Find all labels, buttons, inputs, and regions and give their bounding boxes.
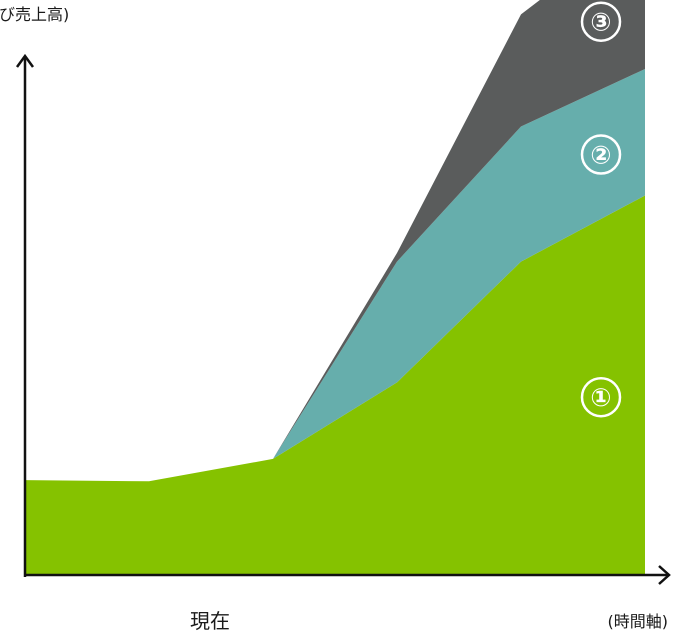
series-area-2 xyxy=(25,69,645,482)
series-markers: ① ② ③ xyxy=(580,1,622,418)
series-marker-label: ③ xyxy=(590,8,611,37)
x-tick-label: 現在 xyxy=(190,609,230,633)
series-area-3 xyxy=(25,0,645,482)
series-marker-2: ② xyxy=(580,134,622,175)
area-layers xyxy=(25,0,645,575)
x-axis-arrowhead xyxy=(658,565,671,585)
y-axis-arrowhead xyxy=(15,53,35,68)
series-marker-1: ① xyxy=(580,376,622,418)
series-marker-3: ③ xyxy=(580,1,622,42)
series-marker-label: ② xyxy=(590,141,611,170)
x-axis-title: (時間軸) xyxy=(608,612,669,631)
series-marker-label: ① xyxy=(590,383,611,412)
series-area-1 xyxy=(25,195,645,575)
series-marker-circle xyxy=(580,376,622,418)
y-axis-title: び売上高) xyxy=(0,5,69,24)
series-marker-circle xyxy=(580,134,622,175)
series-marker-circle xyxy=(580,1,622,42)
